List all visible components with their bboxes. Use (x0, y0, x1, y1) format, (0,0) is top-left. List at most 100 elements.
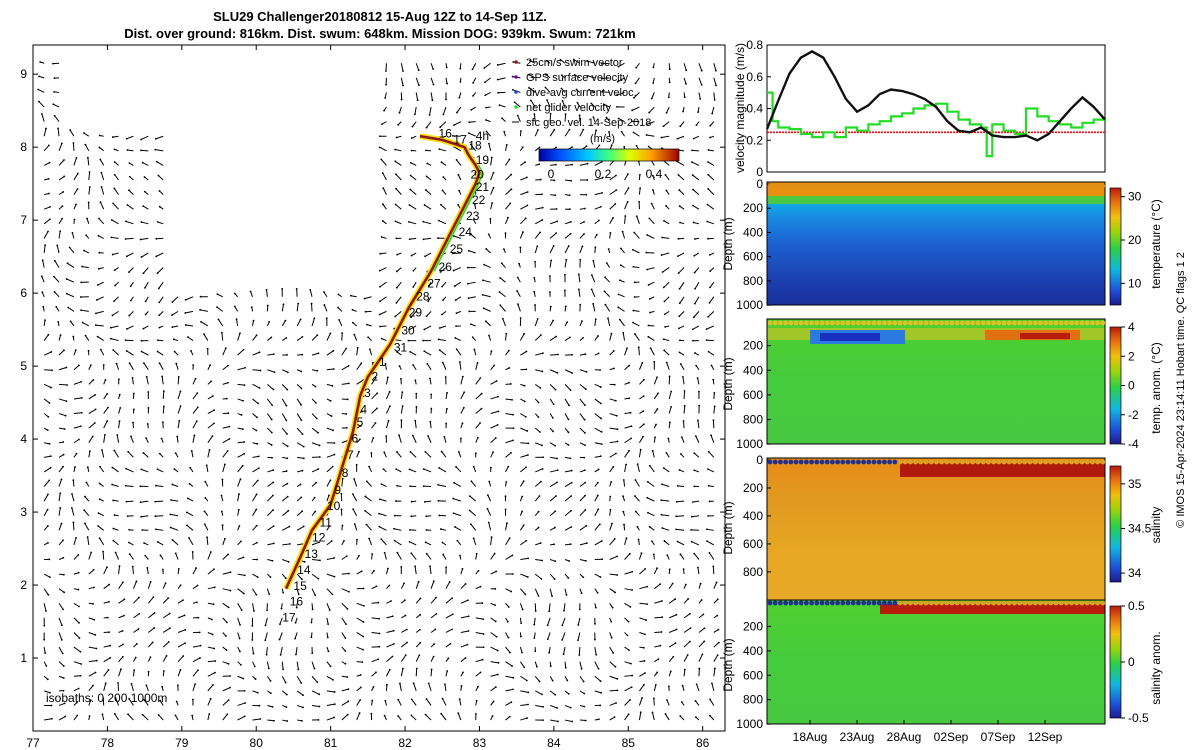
profile-dot (923, 183, 929, 189)
velocity-arrow (475, 437, 479, 443)
velocity-arrow (579, 482, 586, 487)
velocity-arrow (252, 690, 258, 694)
velocity-arrow (326, 383, 333, 387)
velocity-arrow-head (59, 492, 62, 495)
velocity-arrow-head (98, 498, 101, 501)
velocity-arrow (636, 216, 640, 224)
velocity-arrow-head (647, 145, 650, 148)
velocity-arrow-head (550, 259, 553, 262)
velocity-arrow-head (707, 515, 709, 517)
velocity-arrow-head (438, 219, 440, 222)
velocity-arrow-head (570, 179, 572, 182)
velocity-arrow-head (240, 414, 243, 416)
velocity-arrow-head (344, 662, 347, 665)
velocity-arrow-head (125, 137, 128, 140)
velocity-arrow (490, 172, 494, 181)
profile-dot (1079, 600, 1085, 606)
velocity-arrow-head (94, 408, 97, 411)
velocity-arrow-head (571, 163, 574, 166)
velocity-arrow-head (272, 494, 274, 497)
velocity-arrow-head (419, 597, 422, 600)
profile-dot (840, 320, 846, 326)
velocity-arrow-head (60, 639, 63, 641)
velocity-arrow-head (537, 510, 540, 513)
velocity-arrow-head (205, 464, 208, 467)
velocity-arrow-head (448, 581, 451, 583)
velocity-arrow-head (442, 176, 445, 178)
velocity-arrow (579, 675, 585, 682)
velocity-arrow-head (692, 316, 695, 319)
velocity-arrow (234, 306, 239, 312)
velocity-arrow-head (142, 451, 145, 454)
velocity-arrow-head (95, 659, 98, 662)
profile-dot (986, 459, 991, 465)
velocity-arrow (394, 339, 402, 342)
velocity-arrow (624, 617, 629, 623)
profile-dot (1012, 459, 1017, 465)
velocity-arrow-head (111, 466, 114, 469)
velocity-arrow-head (39, 61, 42, 63)
profile-dot (892, 600, 898, 606)
profile-dot (1017, 459, 1022, 465)
velocity-arrow (323, 291, 328, 298)
track-label: 21 (476, 180, 490, 194)
velocity-arrow (654, 645, 661, 648)
velocity-arrow-head (628, 552, 631, 555)
velocity-arrow-head (213, 647, 216, 650)
velocity-arrow-head (294, 621, 297, 624)
velocity-arrow-head (694, 238, 696, 240)
velocity-arrow-head (667, 96, 670, 99)
depth-tick-label: 800 (743, 565, 763, 579)
velocity-arrow-head (637, 538, 640, 541)
velocity-arrow-head (592, 116, 595, 119)
velocity-arrow (131, 377, 134, 385)
temperature-thermocline (767, 196, 1105, 204)
map-x-tick-label: 78 (101, 736, 115, 750)
velocity-arrow (484, 77, 491, 83)
velocity-arrow (679, 715, 685, 721)
velocity-arrow (661, 499, 670, 502)
velocity-arrow (188, 537, 194, 546)
velocity-arrow-head (612, 216, 614, 219)
velocity-arrow (43, 480, 50, 487)
velocity-arrow-head (242, 592, 245, 595)
velocity-arrow (396, 468, 402, 473)
velocity-arrow (38, 89, 45, 93)
velocity-arrow (488, 143, 492, 151)
velocity-arrow-head (102, 697, 105, 700)
velocity-arrow-head (616, 440, 619, 443)
velocity-arrow (445, 613, 453, 619)
velocity-arrow-head (94, 633, 97, 636)
velocity-arrow (441, 281, 447, 287)
velocity-arrow-head (613, 537, 616, 540)
velocity-arrow-head (638, 173, 641, 176)
velocity-arrow-head (66, 262, 69, 265)
velocity-arrow-head (184, 298, 187, 301)
velocity-arrow-head (243, 715, 246, 718)
velocity-arrow (470, 523, 477, 531)
velocity-arrow (409, 204, 417, 210)
velocity-arrow-head (660, 254, 663, 256)
velocity-arrow-head (599, 455, 602, 458)
velocity-arrow-head (541, 370, 544, 373)
velocity-arrow-head (100, 171, 103, 174)
velocity-arrow (426, 175, 432, 181)
velocity-arrow-head (47, 541, 49, 544)
velocity-arrow-head (47, 416, 50, 418)
velocity-arrow (618, 118, 625, 123)
velocity-arrow (408, 221, 417, 225)
velocity-arrow-head (506, 620, 509, 623)
velocity-arrow-head (221, 478, 224, 481)
velocity-arrow (145, 685, 149, 692)
velocity-arrow (550, 354, 559, 356)
velocity-arrow (73, 646, 81, 653)
velocity-arrow-head (570, 509, 572, 512)
velocity-arrow (113, 528, 119, 531)
velocity-arrow-head (583, 418, 586, 421)
velocity-arrow-head (238, 525, 241, 527)
velocity-arrow-head (378, 269, 381, 272)
velocity-arrow (469, 121, 476, 123)
velocity-arrow (222, 553, 229, 560)
velocity-arrow (43, 320, 46, 327)
velocity-arrow-head (455, 465, 457, 468)
